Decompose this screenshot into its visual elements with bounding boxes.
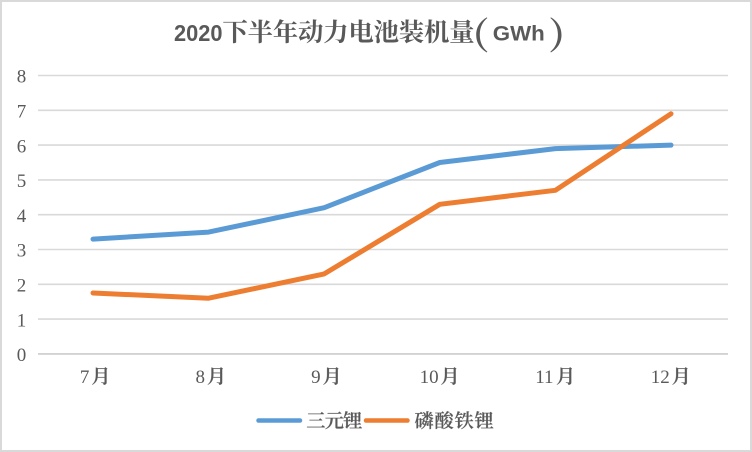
svg-text:3: 3 — [17, 241, 27, 262]
svg-text:10: 10 — [420, 367, 439, 388]
svg-text:2: 2 — [17, 276, 27, 297]
svg-text:4: 4 — [17, 206, 27, 227]
svg-text:6: 6 — [17, 136, 27, 157]
svg-text:11: 11 — [535, 367, 553, 388]
svg-text:7: 7 — [80, 367, 90, 388]
svg-text:8: 8 — [196, 367, 206, 388]
svg-text:0: 0 — [17, 345, 27, 366]
svg-text:5: 5 — [17, 171, 27, 192]
svg-text:1: 1 — [17, 310, 27, 331]
svg-text:2020: 2020 — [174, 20, 223, 46]
svg-text:8: 8 — [17, 67, 27, 88]
svg-text:12: 12 — [651, 367, 670, 388]
svg-text:9: 9 — [311, 367, 321, 388]
svg-text:GWh: GWh — [493, 22, 545, 46]
svg-text:7: 7 — [17, 102, 27, 123]
